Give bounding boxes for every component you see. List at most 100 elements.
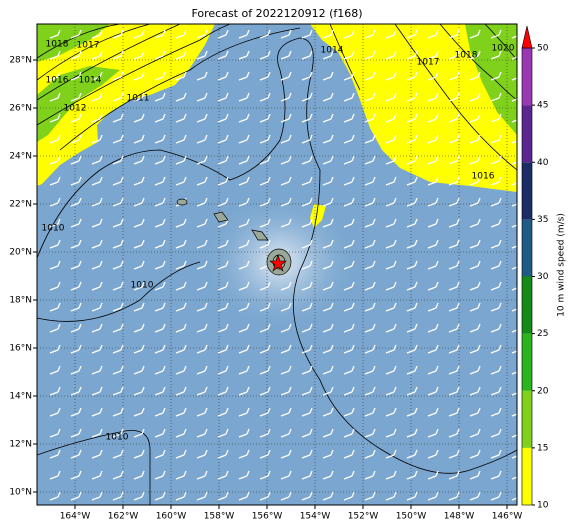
wind-barb xyxy=(511,77,517,81)
wind-barb xyxy=(238,29,250,39)
wind-barb xyxy=(490,323,502,333)
wind-barb xyxy=(91,344,103,354)
wind-barb xyxy=(91,260,103,270)
wind-barb xyxy=(91,155,103,165)
wind-barb xyxy=(322,113,334,123)
wind-barb xyxy=(196,71,208,81)
wind-barb xyxy=(259,197,271,207)
wind-barb xyxy=(112,491,124,501)
wind-barb xyxy=(511,245,517,249)
wind-barb xyxy=(406,449,418,459)
wind-barb xyxy=(280,155,292,165)
wind-barb xyxy=(112,92,124,102)
wind-barb xyxy=(469,239,481,249)
map-frame xyxy=(36,23,518,506)
wind-barb xyxy=(343,197,355,207)
wind-barb xyxy=(154,113,166,123)
wind-barb xyxy=(469,344,481,354)
wind-barb xyxy=(511,413,517,417)
wind-barb xyxy=(196,218,208,228)
wind-barb xyxy=(343,113,355,123)
wind-barb xyxy=(259,365,271,375)
wind-barb xyxy=(322,134,334,144)
wind-barb xyxy=(511,434,517,438)
wind-barb xyxy=(406,239,418,249)
y-tick-label: 28°N xyxy=(9,56,32,66)
wind-barb xyxy=(406,407,418,417)
wind-barb xyxy=(301,470,313,480)
wind-barb xyxy=(70,260,82,270)
wind-barb xyxy=(385,281,397,291)
wind-barb xyxy=(259,344,271,354)
wind-barb xyxy=(322,386,334,396)
wind-barb xyxy=(511,455,517,459)
wind-barb xyxy=(511,392,517,396)
wind-barb xyxy=(175,407,187,417)
wind-barb xyxy=(343,344,355,354)
wind-barb xyxy=(280,428,292,438)
wind-barb xyxy=(448,197,460,207)
wind-barb xyxy=(427,449,439,459)
wind-barb xyxy=(238,491,250,501)
wind-barb xyxy=(259,50,271,60)
wind-barb xyxy=(469,428,481,438)
wind-barb xyxy=(196,134,208,144)
wind-barb xyxy=(217,344,229,354)
wind-barb xyxy=(511,329,517,333)
wind-barb xyxy=(427,260,439,270)
wind-barb xyxy=(196,113,208,123)
wind-barb xyxy=(112,260,124,270)
x-tick-label: 146°W xyxy=(492,512,523,522)
wind-barb xyxy=(385,428,397,438)
wind-barb xyxy=(238,323,250,333)
wind-barb xyxy=(322,29,334,39)
wind-barb xyxy=(133,155,145,165)
colorbar-segment xyxy=(522,105,532,163)
wind-barb xyxy=(196,92,208,102)
wind-barb xyxy=(112,470,124,480)
wind-barb xyxy=(175,239,187,249)
wind-barb xyxy=(448,302,460,312)
wind-barb xyxy=(301,302,313,312)
wind-barb xyxy=(217,176,229,186)
contour-label: 1010 xyxy=(106,433,129,443)
wind-barb xyxy=(343,155,355,165)
wind-barb xyxy=(448,113,460,123)
wind-barb xyxy=(196,407,208,417)
wind-barb xyxy=(280,29,292,39)
wind-barb xyxy=(301,386,313,396)
wind-barb xyxy=(511,56,517,60)
map-area xyxy=(37,24,517,505)
wind-barb xyxy=(490,197,502,207)
wind-barb xyxy=(448,29,460,39)
y-tick-label: 20°N xyxy=(9,248,32,258)
colorbar-segment xyxy=(522,162,532,220)
wind-barb xyxy=(175,218,187,228)
wind-barbs xyxy=(49,29,517,501)
wind-barb xyxy=(91,428,103,438)
wind-barb xyxy=(385,344,397,354)
wind-barb xyxy=(364,344,376,354)
wind-barb xyxy=(301,113,313,123)
wind-barb xyxy=(364,470,376,480)
x-tick-label: 150°W xyxy=(396,512,427,522)
contour-label: 1017 xyxy=(77,41,100,51)
wind-barb xyxy=(217,239,229,249)
wind-barb xyxy=(91,407,103,417)
y-tick-label: 26°N xyxy=(9,104,32,114)
wind-barb xyxy=(322,449,334,459)
wind-barb xyxy=(406,50,418,60)
wind-barb xyxy=(343,134,355,144)
wind-barb xyxy=(238,344,250,354)
wind-barb xyxy=(322,50,334,60)
wind-barb xyxy=(217,281,229,291)
wind-barb xyxy=(469,470,481,480)
colorbar-segment xyxy=(522,447,532,505)
wind-barb xyxy=(238,449,250,459)
wind-barb xyxy=(469,386,481,396)
wind-barb xyxy=(448,260,460,270)
wind-barb xyxy=(91,71,103,81)
wind-barb xyxy=(49,197,61,207)
wind-barb xyxy=(112,386,124,396)
